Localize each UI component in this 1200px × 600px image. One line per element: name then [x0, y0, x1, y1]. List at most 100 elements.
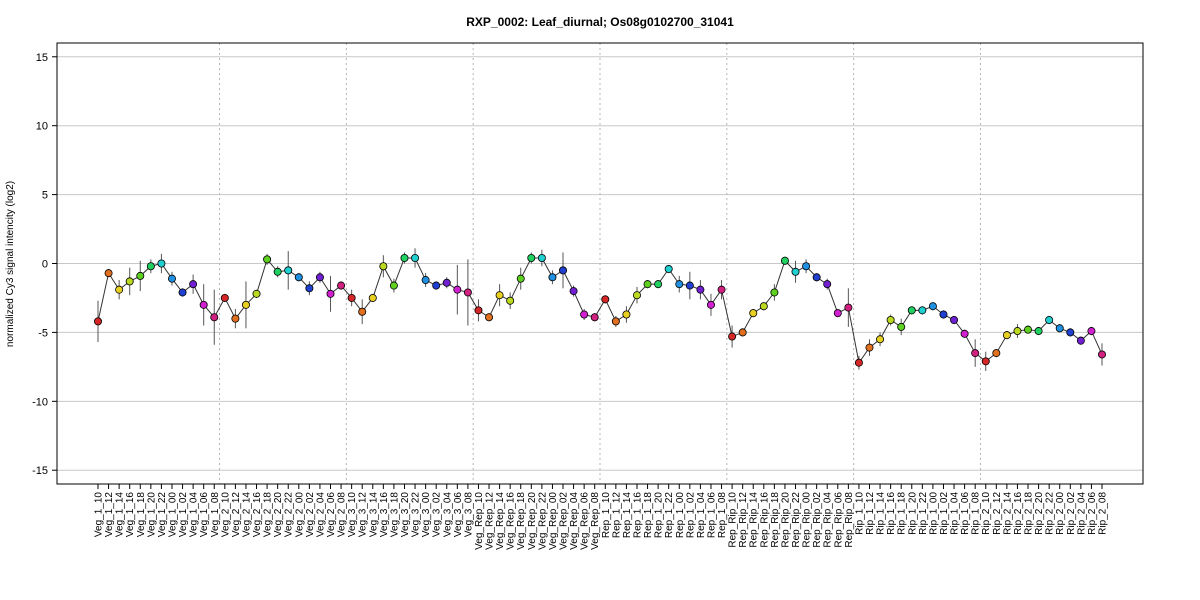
x-tick-label: Rep_1_10 — [601, 492, 612, 539]
data-point — [273, 267, 282, 276]
x-tick-label: Veg_1_12 — [104, 492, 115, 537]
x-tick-label: Rip_1_14 — [876, 492, 887, 535]
data-point — [432, 281, 441, 290]
x-tick-label: Veg_3_20 — [400, 492, 411, 537]
data-point — [284, 266, 293, 275]
y-axis-label: normalized Cy3 signal intencity (log2) — [5, 181, 16, 347]
data-point — [178, 288, 187, 297]
data-point — [389, 281, 398, 290]
data-point — [780, 256, 789, 265]
data-point — [421, 276, 430, 285]
x-tick-label: Veg_Rep_22 — [537, 492, 548, 550]
data-point — [442, 278, 451, 287]
data-point — [136, 271, 145, 280]
x-tick-label: Rip_2_10 — [981, 492, 992, 535]
data-point — [569, 287, 578, 296]
data-point — [960, 329, 969, 338]
x-tick-label: Veg_1_22 — [157, 492, 168, 537]
data-point — [728, 332, 737, 341]
data-point — [643, 280, 652, 289]
x-tick-label: Veg_Rep_00 — [548, 492, 559, 550]
x-tick-label: Rep_1_12 — [611, 492, 622, 539]
x-tick-label: Rip_2_04 — [1076, 492, 1087, 535]
data-point — [1034, 327, 1043, 336]
x-tick-label: Veg_3_14 — [368, 492, 379, 537]
data-point — [696, 285, 705, 294]
x-tick-label: Rip_1_02 — [939, 492, 950, 535]
x-tick-label: Rep_Rip_18 — [770, 492, 781, 548]
x-tick-label: Veg_2_12 — [231, 492, 242, 537]
x-tick-label: Veg_2_10 — [220, 492, 231, 537]
x-tick-label: Veg_3_16 — [379, 492, 390, 537]
x-tick-label: Veg_3_08 — [463, 492, 474, 537]
x-tick-label: Rep_1_20 — [654, 492, 665, 539]
x-tick-label: Veg_2_14 — [242, 492, 253, 537]
x-tick-label: Rip_2_06 — [1087, 492, 1098, 535]
data-point — [971, 349, 980, 358]
data-point — [495, 291, 504, 300]
y-tick-label: -15 — [32, 465, 48, 477]
x-tick-label: Veg_1_00 — [168, 492, 179, 537]
data-point — [400, 253, 409, 262]
data-point — [157, 259, 166, 268]
data-point — [537, 253, 546, 262]
y-tick-label: -5 — [38, 327, 48, 339]
data-point — [305, 284, 314, 293]
x-tick-label: Veg_Rep_18 — [516, 492, 527, 550]
x-tick-label: Veg_1_14 — [115, 492, 126, 537]
data-point — [854, 358, 863, 367]
x-tick-label: Veg_1_04 — [189, 492, 200, 537]
x-tick-label: Veg_1_08 — [210, 492, 221, 537]
x-tick-label: Veg_2_22 — [284, 492, 295, 537]
data-point — [897, 322, 906, 331]
data-point — [1002, 331, 1011, 340]
data-point — [368, 293, 377, 302]
data-point — [1098, 350, 1107, 359]
data-point — [918, 306, 927, 315]
data-point — [189, 280, 198, 289]
data-point — [632, 291, 641, 300]
data-point — [453, 285, 462, 294]
x-tick-label: Veg_3_12 — [358, 492, 369, 537]
x-tick-label: Veg_3_18 — [389, 492, 400, 537]
data-point — [950, 316, 959, 325]
data-point — [601, 295, 610, 304]
data-point — [1087, 327, 1096, 336]
x-tick-label: Veg_2_18 — [263, 492, 274, 537]
x-tick-label: Rep_Rip_20 — [780, 492, 791, 548]
x-tick-label: Rip_2_08 — [1098, 492, 1109, 535]
x-tick-label: Rep_1_14 — [622, 492, 633, 539]
x-tick-label: Veg_2_16 — [252, 492, 263, 537]
data-point — [981, 357, 990, 366]
x-tick-label: Rep_1_04 — [696, 492, 707, 539]
x-tick-label: Rep_1_08 — [717, 492, 728, 539]
data-point — [263, 255, 272, 264]
x-tick-label: Rip_1_06 — [960, 492, 971, 535]
x-tick-label: Veg_1_06 — [199, 492, 210, 537]
x-tick-label: Rep_Rip_08 — [844, 492, 855, 548]
data-point — [379, 262, 388, 271]
x-tick-label: Veg_2_00 — [294, 492, 305, 537]
data-point — [94, 317, 103, 326]
x-tick-label: Rep_Rip_12 — [738, 492, 749, 548]
data-point — [1013, 327, 1022, 336]
x-tick-label: Rip_1_18 — [897, 492, 908, 535]
data-point — [199, 300, 208, 309]
x-tick-label: Rep_Rip_02 — [812, 492, 823, 548]
data-point — [347, 293, 356, 302]
data-point — [220, 293, 229, 302]
data-point — [590, 313, 599, 322]
x-tick-label: Rip_2_20 — [1034, 492, 1045, 535]
y-tick-label: -10 — [32, 396, 48, 408]
x-tick-label: Rep_1_06 — [707, 492, 718, 539]
data-point — [1066, 328, 1075, 337]
x-tick-label: Rip_2_02 — [1066, 492, 1077, 535]
data-point — [294, 273, 303, 282]
x-tick-label: Veg_3_00 — [421, 492, 432, 537]
x-tick-label: Rep_Rip_04 — [823, 492, 834, 548]
x-tick-label: Rip_1_22 — [918, 492, 929, 535]
x-tick-label: Rip_2_18 — [1024, 492, 1035, 535]
data-point — [358, 307, 367, 316]
x-tick-label: Veg_Rep_16 — [506, 492, 517, 550]
